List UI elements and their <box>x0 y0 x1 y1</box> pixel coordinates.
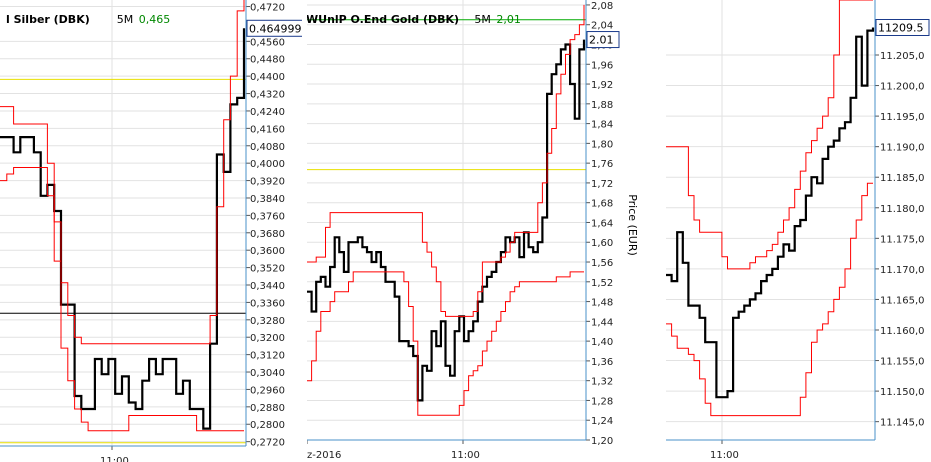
y-tick-label: 1,92 <box>591 80 613 91</box>
y-tick-label: 0,3680 <box>250 229 285 240</box>
chart-title: l Silber (DBK) <box>6 13 90 26</box>
price-box-label: 11209.5 <box>878 22 924 35</box>
y-tick-label: 1,68 <box>591 199 613 210</box>
y-tick-label: 1,48 <box>591 298 613 309</box>
y-tick-label: 1,36 <box>591 357 613 368</box>
y-tick-label: 0,4080 <box>250 142 285 153</box>
y-tick-label: 0,4720 <box>250 3 285 14</box>
panel-separator <box>302 0 307 462</box>
band-series-line <box>307 271 584 416</box>
price-series-line <box>307 39 586 402</box>
y-tick-label: 11.180,0 <box>880 204 925 215</box>
y-axis-label: Price (EUR) <box>626 194 639 256</box>
chart-title: WUnlP O.End Gold (DBK) <box>307 13 459 26</box>
y-tick-label: 0,4000 <box>250 159 285 170</box>
y-tick-label: 1,96 <box>591 60 613 71</box>
y-tick-label: 1,56 <box>591 258 613 269</box>
y-tick-label: 11.170,0 <box>880 265 925 276</box>
y-tick-label: 0,2960 <box>250 385 285 396</box>
x-tick-label: 11:00 <box>451 450 480 461</box>
y-tick-label: 0,3920 <box>250 177 285 188</box>
x-tick-label: 11:00 <box>100 456 129 462</box>
chart-last-value: 2,01 <box>496 13 521 26</box>
price-box-label: 2.01 <box>589 34 614 47</box>
index-chart: 11.205,0 11.200,0 11.195,0 11.190,0 11.185,0… <box>666 0 930 461</box>
index-chart-panel[interactable]: 11.205,0 11.200,0 11.195,0 11.190,0 11.185,0… <box>666 0 931 462</box>
price-box-label: 0.464999 <box>249 22 302 35</box>
price-series-line <box>666 27 875 399</box>
y-tick-label: 0,3280 <box>250 316 285 327</box>
price-box <box>246 19 302 37</box>
y-tick-label: 0,3360 <box>250 298 285 309</box>
gold-chart: 2,082,042,001,961,921,881,841,801,761,72… <box>307 0 639 461</box>
price-box <box>586 31 620 49</box>
chart-last-value: 0,465 <box>139 13 171 26</box>
y-tick-label: 0,3200 <box>250 333 285 344</box>
y-tick-label: 11.175,0 <box>880 234 925 245</box>
y-tick-label: 1,20 <box>591 436 613 447</box>
y-tick-label: 0,3760 <box>250 211 285 222</box>
y-tick-label: 1,60 <box>591 238 613 249</box>
chart-timeframe: 5M <box>474 13 491 26</box>
y-tick-label: 2,08 <box>591 1 613 12</box>
y-tick-label: 0,2720 <box>250 438 285 449</box>
silber-chart-panel[interactable]: 0,4720 0,4560 0,4480 0,4400 0,4320 0,4240 0,41… <box>0 0 302 462</box>
y-tick-label: 2,04 <box>591 21 613 32</box>
panel-separator <box>640 0 666 462</box>
y-tick-label: 0,4400 <box>250 72 285 83</box>
y-tick-label: 11.150,0 <box>880 387 925 398</box>
y-tick-label: 11.165,0 <box>880 295 925 306</box>
y-tick-label: 0,4480 <box>250 55 285 66</box>
x-tick-label: 11:00 <box>710 450 739 461</box>
y-tick-label: 1,28 <box>591 396 613 407</box>
band-series-line <box>0 0 245 345</box>
y-tick-label: 0,4160 <box>250 124 285 135</box>
y-tick-label: 1,88 <box>591 100 613 111</box>
y-tick-label: 0,4560 <box>250 37 285 48</box>
y-tick-label: 0,3600 <box>250 246 285 257</box>
y-tick-label: 0,3120 <box>250 351 285 362</box>
y-tick-label: 1,64 <box>591 218 613 229</box>
y-tick-label: 1,52 <box>591 278 613 289</box>
y-tick-label: 0,3040 <box>250 368 285 379</box>
chart-timeframe: 5M <box>117 13 134 26</box>
y-tick-label: 1,32 <box>591 377 613 388</box>
price-box <box>875 19 930 36</box>
y-tick-label: 1,76 <box>591 159 613 170</box>
y-tick-label: 1,84 <box>591 120 613 131</box>
y-tick-label: 0,3440 <box>250 281 285 292</box>
y-tick-label: 1,80 <box>591 139 613 150</box>
y-tick-label: 1,44 <box>591 317 613 328</box>
band-series-line <box>307 4 585 317</box>
y-tick-label: 11.145,0 <box>880 418 925 429</box>
y-tick-label: 11.160,0 <box>880 326 925 337</box>
y-tick-label: 0,3840 <box>250 194 285 205</box>
y-tick-label: 11.155,0 <box>880 357 925 368</box>
y-tick-label: 1,72 <box>591 179 613 190</box>
band-series-line <box>666 0 873 270</box>
y-tick-label: 0,4320 <box>250 90 285 101</box>
y-tick-label: 0,3520 <box>250 264 285 275</box>
y-tick-label: 0,2880 <box>250 403 285 414</box>
band-series-line <box>666 182 873 417</box>
x-tick-label: z-2016 <box>307 450 341 461</box>
y-tick-label: 11.205,0 <box>880 51 925 62</box>
y-tick-label: 0,2800 <box>250 420 285 431</box>
silber-chart: 0,4720 0,4560 0,4480 0,4400 0,4320 0,4240 0,41… <box>0 0 302 462</box>
y-tick-label: 11.185,0 <box>880 173 925 184</box>
gold-chart-panel[interactable]: 2,082,042,001,961,921,881,841,801,761,72… <box>307 0 640 462</box>
y-tick-label: 11.200,0 <box>880 82 925 93</box>
y-tick-label: 11.195,0 <box>880 112 925 123</box>
y-tick-label: 1,40 <box>591 337 613 348</box>
y-tick-label: 11.190,0 <box>880 143 925 154</box>
y-tick-label: 0,4240 <box>250 107 285 118</box>
y-tick-label: 1,24 <box>591 416 613 427</box>
band-series-line <box>0 167 244 432</box>
price-series-line <box>0 28 246 430</box>
